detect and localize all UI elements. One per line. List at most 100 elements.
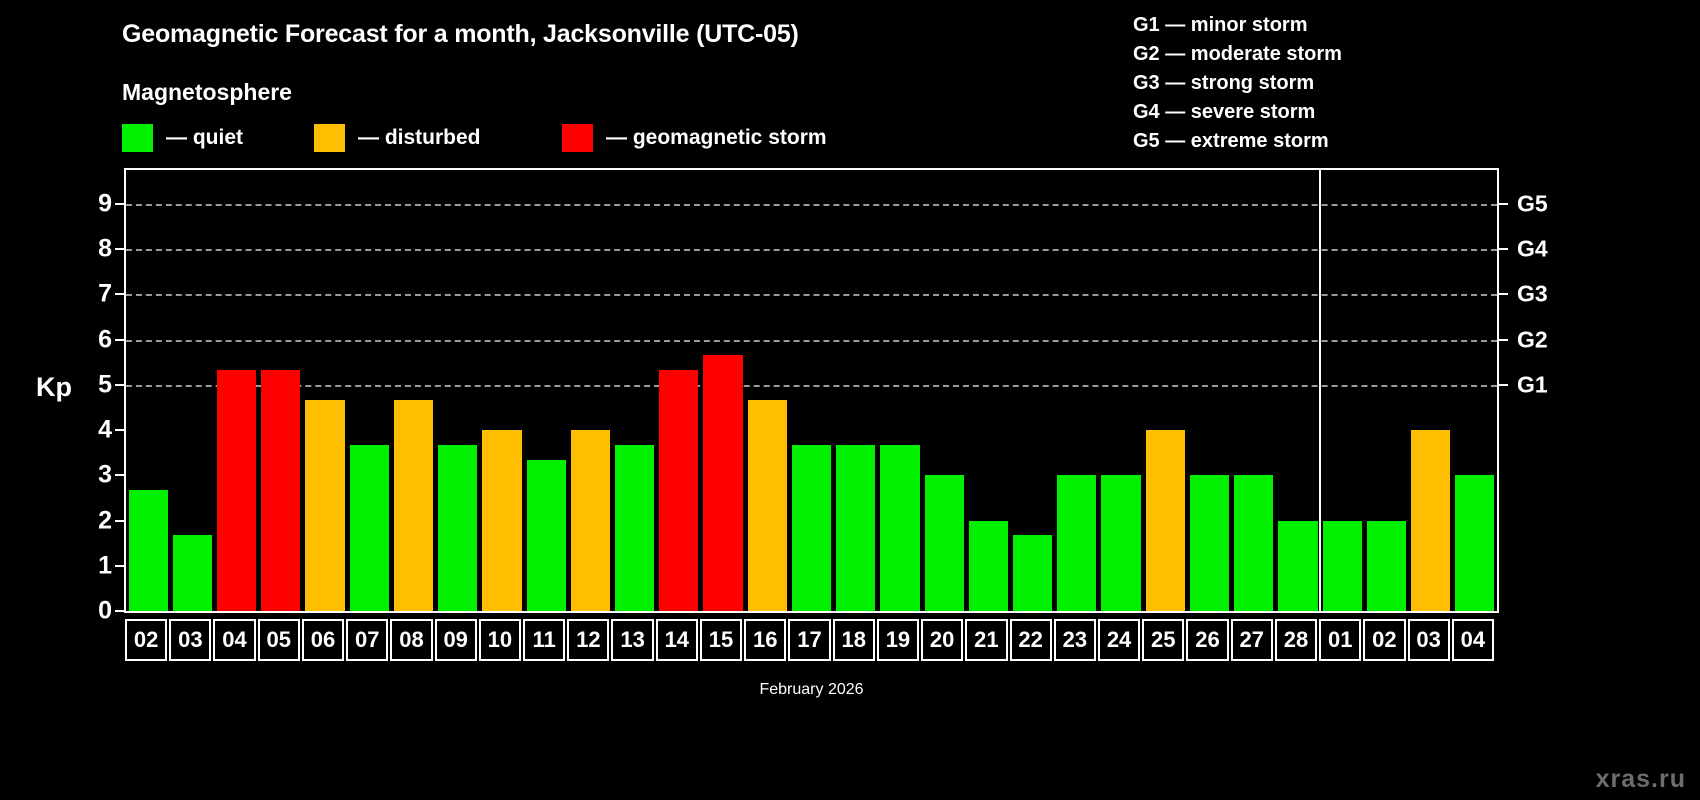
x-axis-day-14[interactable]: 16: [744, 619, 787, 661]
x-axis-day-29[interactable]: 03: [1407, 619, 1450, 661]
bar-day-18-quiet[interactable]: [836, 445, 876, 611]
bar-day-04-quiet[interactable]: [1455, 475, 1495, 611]
y-tick-label-7: 7: [98, 279, 112, 308]
bar-day-05-storm[interactable]: [261, 369, 301, 611]
g-tick-label-G4: G4: [1517, 235, 1548, 262]
legend-label-quiet: — quiet: [166, 126, 243, 149]
bar-day-26-quiet[interactable]: [1189, 475, 1230, 611]
bar-day-22-quiet[interactable]: [1013, 535, 1053, 611]
bar-day-10-disturbed[interactable]: [482, 430, 522, 611]
y-tick-mark-1: [115, 564, 124, 567]
x-axis-day-12[interactable]: 14: [655, 619, 698, 661]
y-tick-label-8: 8: [98, 234, 112, 263]
bar-day-03-quiet[interactable]: [172, 535, 212, 611]
x-axis-day-21[interactable]: 23: [1053, 619, 1096, 661]
x-axis-day-7[interactable]: 09: [434, 619, 477, 661]
bar-day-24-quiet[interactable]: [1101, 475, 1141, 611]
x-axis-day-25[interactable]: 27: [1230, 619, 1273, 661]
x-axis-day-4[interactable]: 06: [301, 619, 345, 661]
g-tick-mark-G1: [1499, 383, 1508, 386]
g-scale-row-1: G1 — minor storm: [1133, 14, 1308, 36]
y-tick-label-5: 5: [98, 370, 112, 399]
bar-day-07-quiet[interactable]: [349, 445, 389, 611]
gridline-kp-8: [126, 249, 1497, 252]
x-axis-day-28[interactable]: 02: [1363, 619, 1406, 661]
x-axis-day-24[interactable]: 26: [1186, 619, 1229, 661]
bar-series: [126, 170, 1497, 611]
bar-day-02-quiet[interactable]: [128, 490, 168, 611]
watermark: xras.ru: [1595, 765, 1686, 793]
x-axis-day-20[interactable]: 22: [1009, 619, 1052, 661]
bar-day-21-quiet[interactable]: [968, 520, 1008, 611]
x-axis-day-27[interactable]: 01: [1319, 619, 1362, 661]
x-axis-day-22[interactable]: 24: [1097, 619, 1141, 661]
x-axis-day-18[interactable]: 20: [921, 619, 964, 661]
bar-day-02-quiet[interactable]: [1366, 520, 1407, 611]
bar-day-27-quiet[interactable]: [1234, 475, 1274, 611]
x-axis-day-8[interactable]: 10: [478, 619, 522, 661]
g-scale-row-3: G3 — strong storm: [1133, 72, 1315, 94]
y-tick-label-4: 4: [98, 415, 112, 444]
x-axis-day-17[interactable]: 19: [876, 619, 920, 661]
y-tick-label-1: 1: [98, 551, 112, 580]
bar-day-11-quiet[interactable]: [526, 460, 566, 611]
y-tick-mark-2: [115, 519, 124, 522]
bar-day-25-disturbed[interactable]: [1145, 430, 1185, 611]
x-axis-day-1[interactable]: 03: [169, 619, 212, 661]
x-axis-day-9[interactable]: 11: [523, 619, 566, 661]
legend-item-disturbed: — disturbed: [314, 124, 481, 152]
legend-item-quiet: — quiet: [122, 124, 243, 152]
legend-swatch-storm-icon: [562, 124, 593, 152]
gridline-kp-5: [126, 384, 1497, 387]
bar-day-19-quiet[interactable]: [880, 445, 920, 611]
x-axis-day-3[interactable]: 05: [257, 619, 300, 661]
x-axis-day-26[interactable]: 28: [1274, 619, 1318, 661]
x-axis-day-10[interactable]: 12: [567, 619, 610, 661]
g-tick-label-G1: G1: [1517, 371, 1548, 398]
x-axis-day-6[interactable]: 08: [390, 619, 433, 661]
g-scale-row-4: G4 — severe storm: [1133, 101, 1316, 123]
x-axis-day-2[interactable]: 04: [213, 619, 256, 661]
bar-day-06-disturbed[interactable]: [305, 399, 345, 611]
y-tick-mark-9: [115, 203, 124, 205]
bar-day-20-quiet[interactable]: [924, 475, 964, 611]
y-tick-mark-5: [115, 383, 124, 386]
y-tick-label-6: 6: [98, 325, 112, 354]
bar-day-14-storm[interactable]: [659, 369, 699, 611]
month-divider-line: [1319, 170, 1322, 611]
bar-day-23-quiet[interactable]: [1057, 475, 1097, 611]
y-tick-mark-4: [115, 429, 124, 432]
x-axis-day-23[interactable]: 25: [1142, 619, 1185, 661]
x-axis-day-labels: 02 03 04 05 06 07 08 09 10 11 12 13 14 15 16 17 18 19 20 21…: [124, 619, 1499, 661]
x-axis-day-13[interactable]: 15: [699, 619, 743, 661]
bar-day-15-storm[interactable]: [703, 354, 743, 611]
x-axis-day-0[interactable]: 02: [125, 619, 168, 661]
x-axis-day-16[interactable]: 18: [832, 619, 875, 661]
g-scale-legend: G1 — minor storm G2 — moderate storm G3 — …: [1133, 11, 1342, 156]
bar-day-01-quiet[interactable]: [1322, 520, 1362, 611]
bar-day-03-disturbed[interactable]: [1411, 430, 1451, 611]
y-tick-mark-0: [115, 610, 124, 612]
y-tick-label-3: 3: [98, 460, 112, 489]
y-tick-mark-7: [115, 293, 124, 296]
g-tick-mark-G2: [1499, 338, 1508, 341]
x-axis-day-5[interactable]: 07: [346, 619, 389, 661]
x-axis-day-30[interactable]: 04: [1451, 619, 1494, 661]
bar-day-17-quiet[interactable]: [791, 445, 832, 611]
x-axis-day-19[interactable]: 21: [965, 619, 1008, 661]
page-title: Geomagnetic Forecast for a month, Jackso…: [122, 20, 799, 48]
legend-item-storm: — geomagnetic storm: [562, 124, 827, 152]
bar-day-04-storm[interactable]: [216, 369, 257, 611]
bar-day-09-quiet[interactable]: [438, 445, 478, 611]
g-tick-mark-G4: [1499, 248, 1508, 251]
bar-day-16-disturbed[interactable]: [747, 399, 787, 611]
bar-day-12-disturbed[interactable]: [570, 430, 610, 611]
bar-day-08-disturbed[interactable]: [393, 399, 434, 611]
y-tick-mark-3: [115, 474, 124, 477]
bar-day-28-quiet[interactable]: [1278, 520, 1318, 611]
bar-day-13-quiet[interactable]: [614, 445, 655, 611]
y-axis-label: Kp: [36, 372, 72, 402]
x-axis-day-11[interactable]: 13: [611, 619, 654, 661]
x-axis-day-15[interactable]: 17: [788, 619, 831, 661]
